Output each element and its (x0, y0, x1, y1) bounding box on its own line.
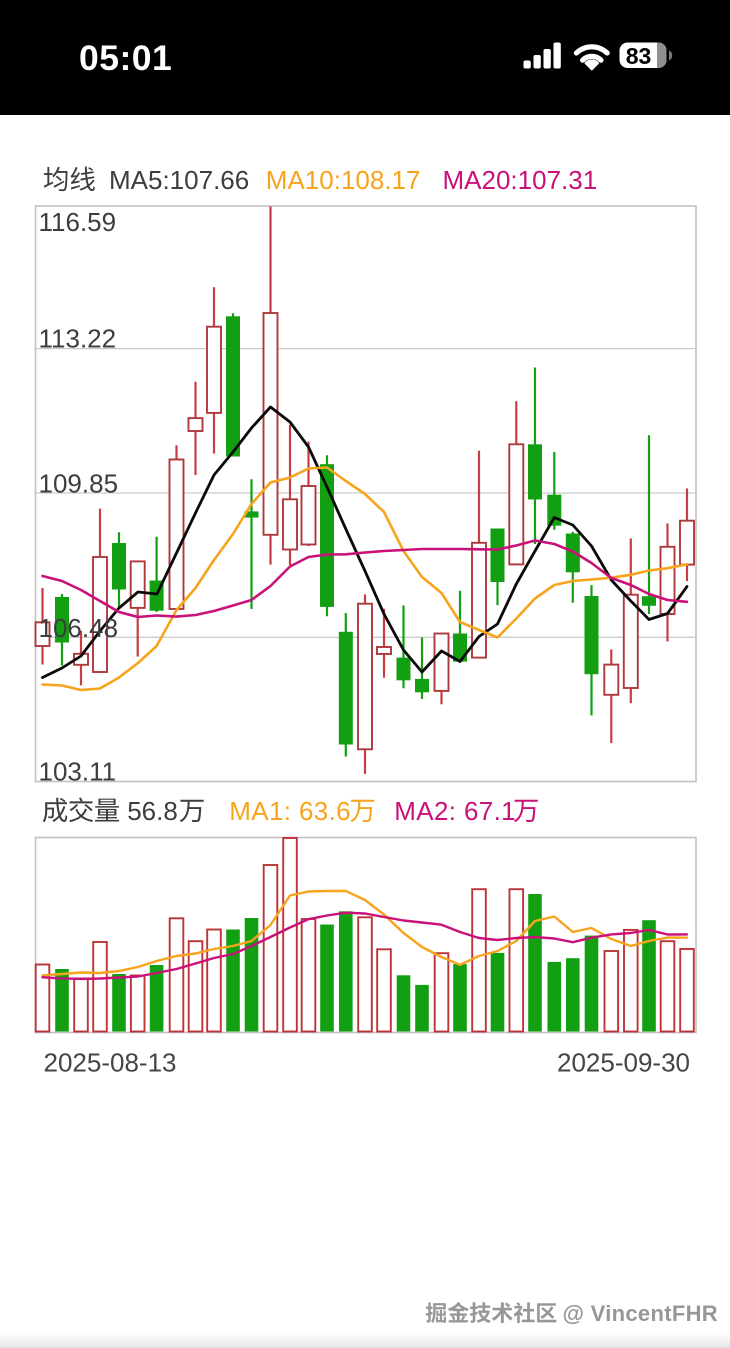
svg-text:MA5:107.66: MA5:107.66 (109, 165, 249, 195)
svg-text:113.22: 113.22 (39, 324, 117, 354)
svg-text:MA10:108.17: MA10:108.17 (266, 165, 421, 195)
svg-text:05:01: 05:01 (79, 38, 172, 78)
svg-text:109.85: 109.85 (39, 469, 119, 499)
svg-text:MA20:107.31: MA20:107.31 (443, 165, 598, 195)
svg-text:106.48: 106.48 (39, 613, 119, 643)
svg-text:83: 83 (626, 43, 652, 69)
svg-text:@ VincentFHR: @ VincentFHR (564, 1303, 719, 1328)
svg-text:@ VincentFHR: @ VincentFHR (563, 1301, 718, 1326)
svg-text:MA2: 67.1: MA2: 67.1 (394, 796, 516, 826)
svg-text:116.59: 116.59 (39, 207, 117, 237)
svg-text:2025-08-13: 2025-08-13 (44, 1048, 177, 1078)
svg-text:56.8: 56.8 (127, 796, 178, 826)
svg-text:2025-09-30: 2025-09-30 (557, 1048, 690, 1078)
svg-text:103.11: 103.11 (39, 757, 117, 787)
svg-text:MA1: 63.6: MA1: 63.6 (229, 796, 351, 826)
